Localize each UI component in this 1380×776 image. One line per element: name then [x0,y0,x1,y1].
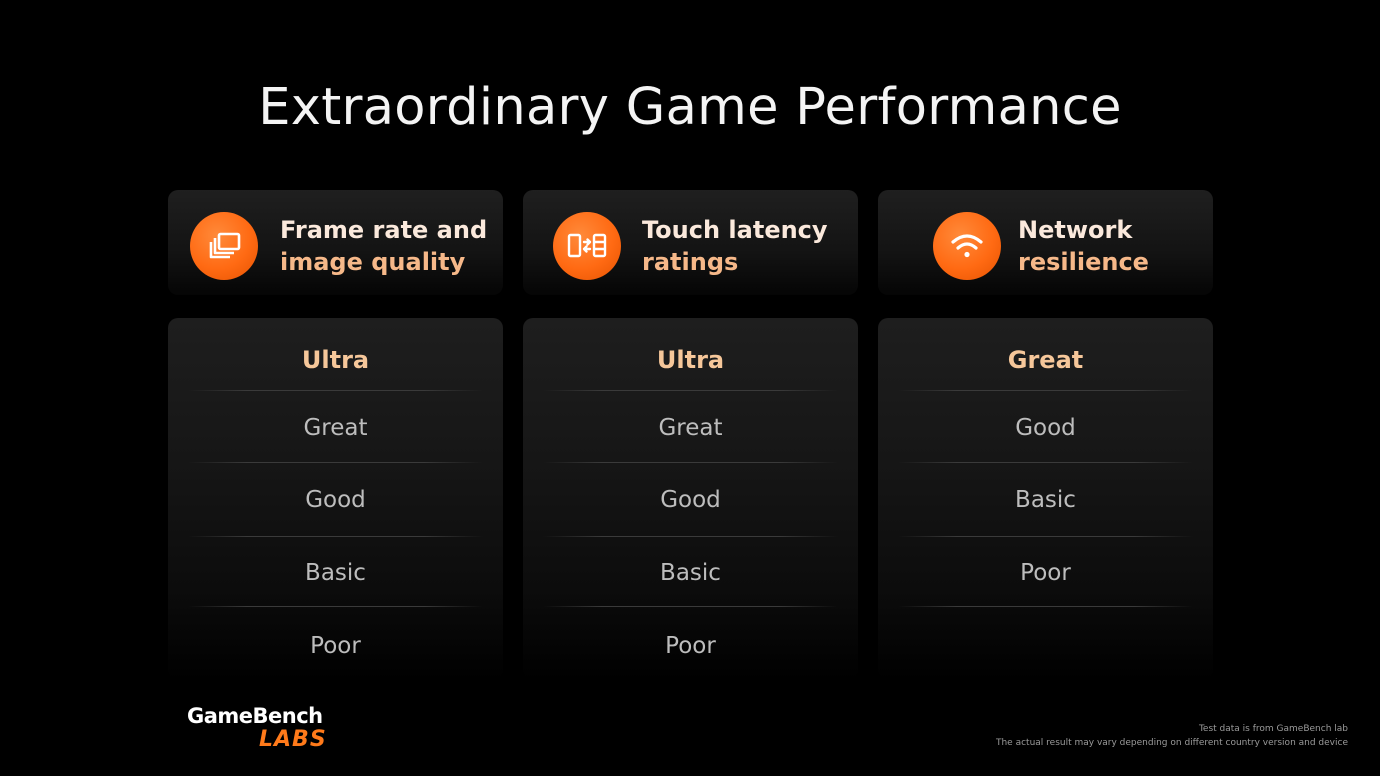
page-title: Extraordinary Game Performance [258,78,1122,137]
divider [898,606,1193,607]
header-card: Frame rate and image quality [168,190,503,295]
rating-good: Good [660,487,721,513]
rating-great: Great [1007,346,1084,374]
header-card: Touch latency ratings [523,190,858,295]
divider [898,536,1193,537]
rating-good: Good [305,487,366,513]
divider [188,606,483,607]
footnote-source: Test data is from GameBench lab [1198,724,1348,734]
divider [543,390,838,391]
header-label: Frame rate and image quality [280,216,488,276]
rating-poor: Poor [665,633,716,659]
divider [543,606,838,607]
logo-labs: LABS [259,727,327,752]
header-label: Network resilience [1018,216,1149,276]
rating-good: Good [1015,415,1076,441]
touch-latency-icon [553,212,621,280]
divider [188,536,483,537]
ratings-table: Ultra Great Good Basic Poor [168,318,503,680]
divider [898,462,1193,463]
rating-poor: Poor [1020,560,1071,586]
divider [188,462,483,463]
layers-icon [190,212,258,280]
rating-ultra: Ultra [656,346,725,374]
divider [543,536,838,537]
rating-basic: Basic [1015,487,1076,513]
footnote-disclaimer: The actual result may vary depending on … [995,738,1348,748]
divider [543,462,838,463]
wifi-icon [933,212,1001,280]
ratings-table: Great Good Basic Poor [878,318,1213,680]
header-card: Network resilience [878,190,1213,295]
divider [188,390,483,391]
logo-wordmark: GameBench [187,704,323,728]
header-label: Touch latency ratings [642,216,828,276]
rating-great: Great [658,415,723,441]
ratings-table: Ultra Great Good Basic Poor [523,318,858,680]
rating-great: Great [303,415,368,441]
rating-basic: Basic [660,560,721,586]
rating-ultra: Ultra [301,346,370,374]
rating-poor: Poor [310,633,361,659]
divider [898,390,1193,391]
rating-basic: Basic [305,560,366,586]
gamebench-labs-logo: GameBench LABS [187,704,337,752]
